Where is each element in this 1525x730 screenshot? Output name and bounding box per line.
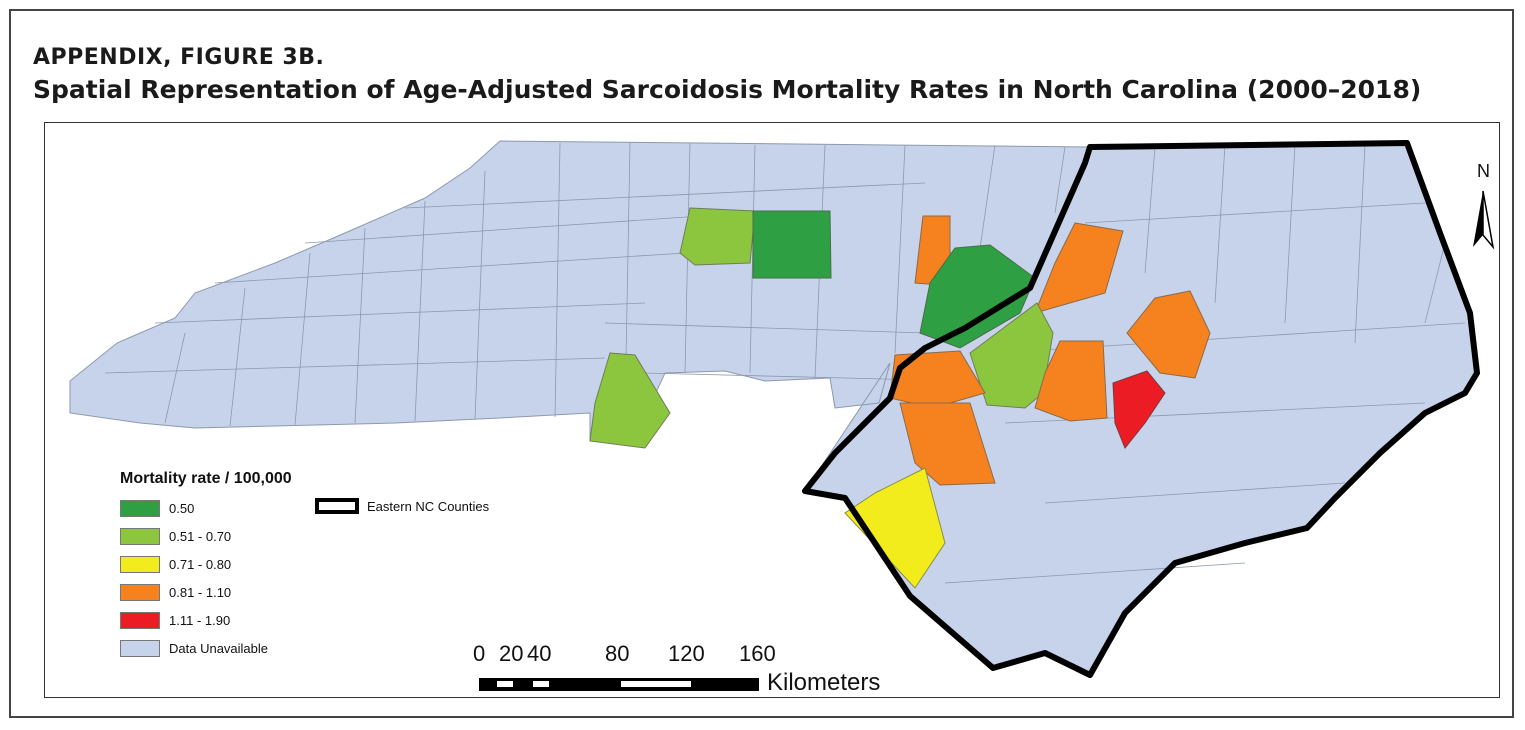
legend-swatch (120, 612, 160, 629)
county-rate-050-north (752, 210, 832, 279)
scale-tick: 80 (605, 641, 630, 666)
north-label: N (1477, 161, 1490, 181)
legend-item: 0.50 (120, 500, 194, 517)
legend-swatch (120, 640, 160, 657)
county-rate-051-070-central (969, 302, 1054, 409)
eastern-nc-outline (802, 140, 1480, 678)
eastern-nc-key-label: Eastern NC Counties (367, 498, 490, 514)
legend-item: 0.51 - 0.70 (120, 528, 231, 545)
legend-item-label: 0.81 - 1.10 (169, 585, 232, 600)
eastern-nc-key: Eastern NC Counties (315, 498, 489, 514)
legend-swatch (120, 584, 160, 601)
legend-item: Data Unavailable (120, 640, 268, 657)
legend-item-label: 0.71 - 0.80 (169, 557, 232, 572)
figure-label: APPENDIX, FIGURE 3B. (33, 45, 325, 70)
north-arrow-icon (1473, 190, 1495, 250)
legend-item: 0.71 - 0.80 (120, 556, 231, 573)
county-rate-051-070-southwest (589, 352, 671, 449)
county-rate-081-110-east (1126, 290, 1211, 379)
legend-swatch (120, 556, 160, 573)
legend-item-label: Data Unavailable (169, 641, 269, 656)
legend-title: Mortality rate / 100,000 (120, 470, 292, 487)
legend-item-label: 0.50 (169, 501, 195, 516)
scale-bar (479, 678, 759, 691)
scale-unit: Kilometers (767, 669, 881, 696)
county-rate-081-110-east-central (1034, 340, 1108, 422)
legend-item: 1.11 - 1.90 (120, 612, 230, 629)
county-rate-081-110-south-central-2 (899, 402, 996, 486)
eastern-nc-swatch (315, 498, 359, 514)
scale-tick: 20 (499, 641, 524, 666)
scale-tick: 160 (739, 641, 776, 666)
legend-item-label: 1.11 - 1.90 (169, 613, 231, 628)
map-panel: N Mortality rate / 100,000 0.50 0.51 - 0… (44, 122, 1500, 698)
scale-tick: 40 (527, 641, 552, 666)
scale-tick: 0 (473, 641, 486, 666)
figure-frame: APPENDIX, FIGURE 3B. Spatial Representat… (9, 9, 1514, 718)
nc-map (69, 140, 1495, 691)
legend-item-label: 0.51 - 0.70 (169, 529, 232, 544)
legend-swatch (120, 500, 160, 517)
legend-swatch (120, 528, 160, 545)
scale-tick: 120 (668, 641, 705, 666)
county-rate-050-central (919, 244, 1036, 349)
county-rate-111-190 (1112, 370, 1166, 449)
legend-item: 0.81 - 1.10 (120, 584, 231, 601)
county-rate-081-110-northeast (1034, 222, 1124, 314)
county-rate-051-070-northwest (679, 207, 756, 266)
figure-title: Spatial Representation of Age-Adjusted S… (33, 75, 1422, 104)
